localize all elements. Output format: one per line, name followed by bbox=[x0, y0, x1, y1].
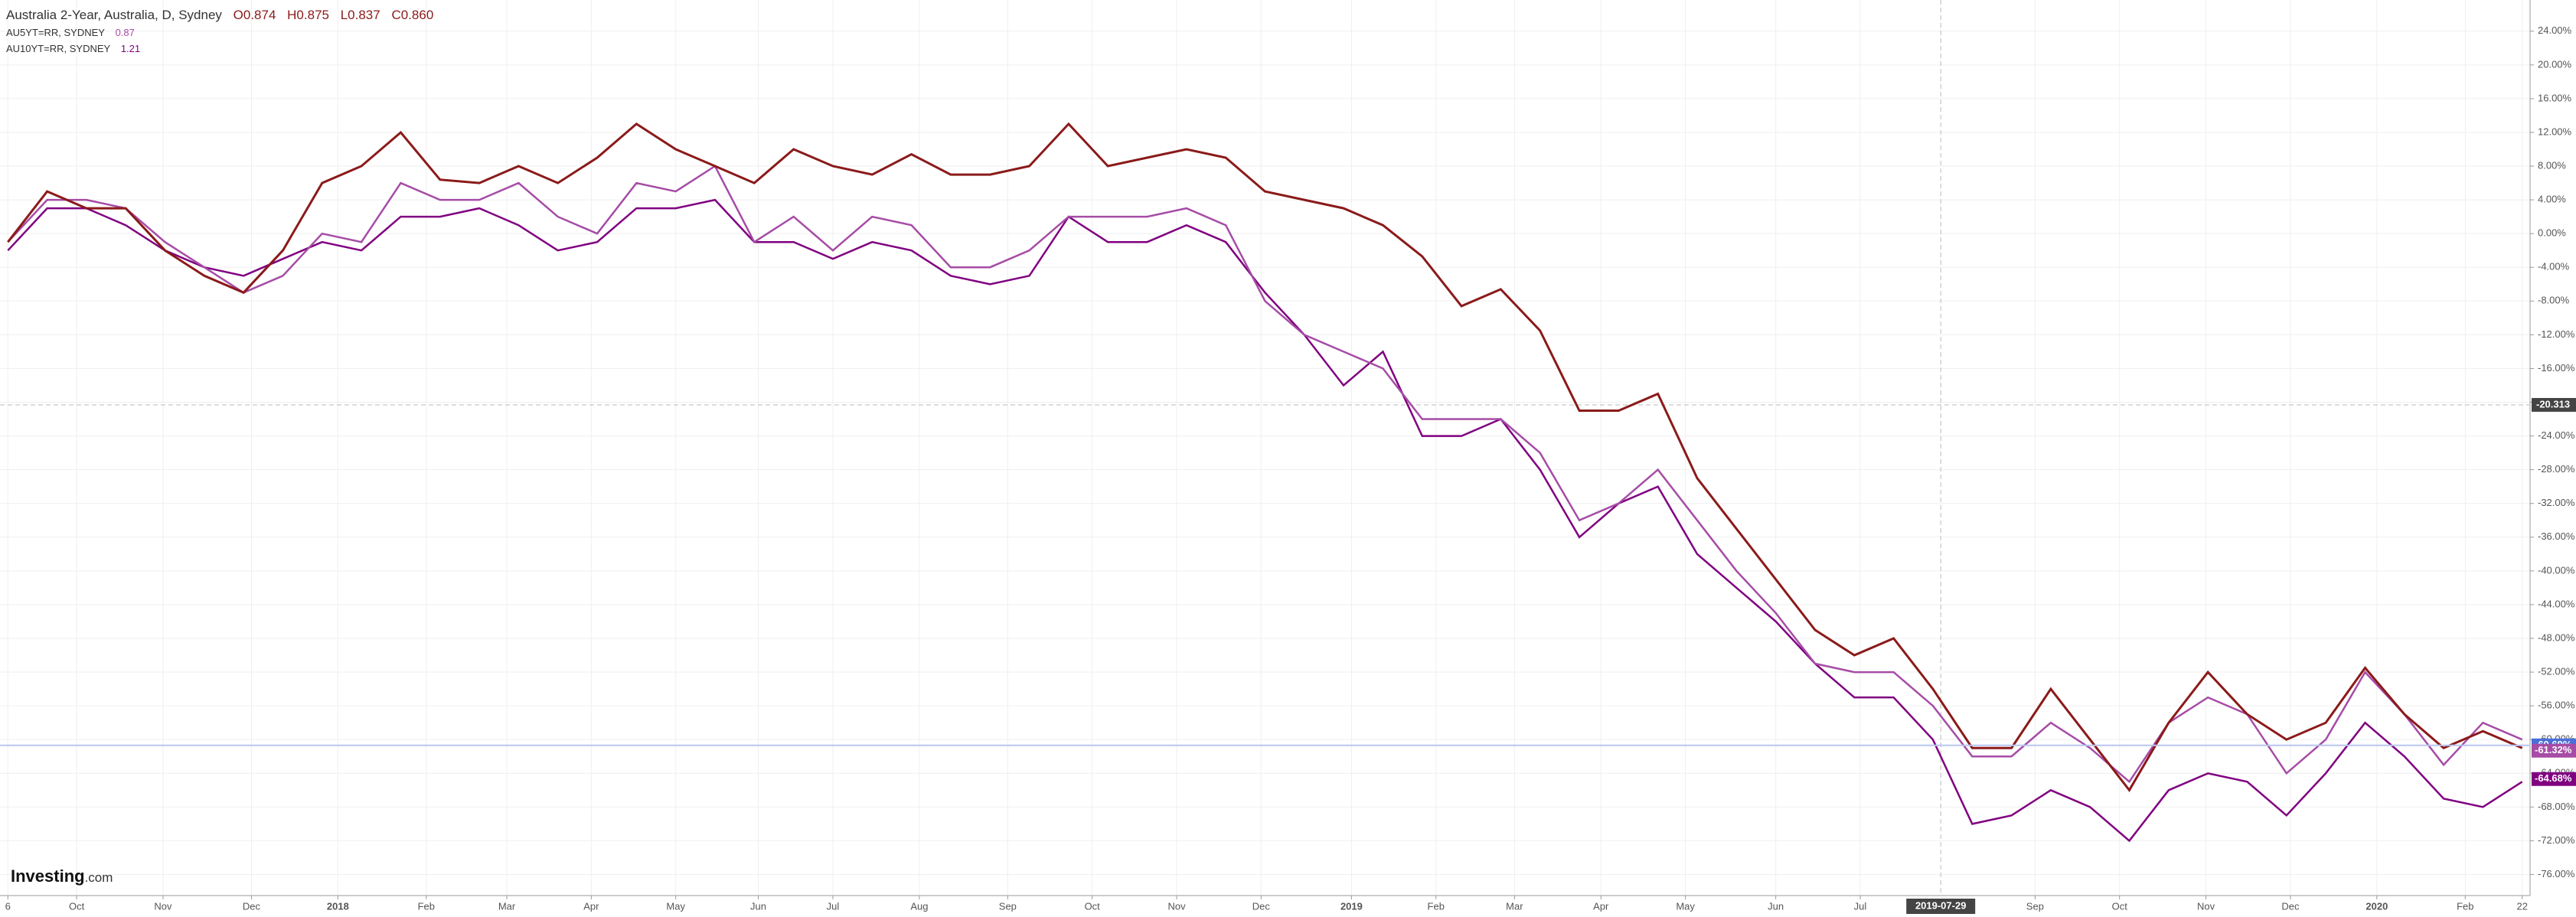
x-tick-label: Feb bbox=[2457, 900, 2473, 912]
y-tick-label: -68.00% bbox=[2538, 801, 2575, 812]
y-tick-label: 4.00% bbox=[2538, 194, 2566, 205]
crosshair-x-box bbox=[1906, 899, 1976, 914]
x-tick-label: Feb bbox=[1428, 900, 1445, 912]
x-tick-label: Oct bbox=[1085, 900, 1101, 912]
x-tick-label: Apr bbox=[583, 900, 599, 912]
x-tick-label: 2020 bbox=[2365, 900, 2388, 912]
ohlc: L0.837 bbox=[340, 8, 380, 22]
series-line bbox=[7, 122, 2523, 792]
ohlc: H0.875 bbox=[287, 8, 329, 22]
y-tick-label: -76.00% bbox=[2538, 868, 2575, 879]
last-value-box bbox=[2532, 743, 2576, 758]
y-tick-label: -16.00% bbox=[2538, 362, 2575, 374]
y-tick-label: -40.00% bbox=[2538, 564, 2575, 576]
y-tick-label: 12.00% bbox=[2538, 126, 2572, 137]
x-tick-label: 22 bbox=[2517, 900, 2528, 912]
x-tick-label: Sep bbox=[999, 900, 1017, 912]
last-value-label: -61.32% bbox=[2535, 744, 2572, 755]
x-tick-label: Mar bbox=[498, 900, 516, 912]
y-tick-label: 0.00% bbox=[2538, 227, 2566, 239]
ohlc: O0.874 bbox=[233, 8, 276, 22]
x-tick-label: Jun bbox=[750, 900, 766, 912]
legend-item: AU5YT=RR, SYDNEY 0.87 bbox=[6, 27, 142, 38]
logo-brand: Investing bbox=[11, 866, 85, 886]
x-tick-label: Mar bbox=[1506, 900, 1523, 912]
x-tick-label: Jul bbox=[827, 900, 840, 912]
x-tick-label: Jul bbox=[1854, 900, 1867, 912]
y-tick-label: -12.00% bbox=[2538, 328, 2575, 340]
x-tick-label: Dec bbox=[2281, 900, 2300, 912]
x-tick-label: 6 bbox=[5, 900, 11, 912]
series-value: 1.21 bbox=[120, 43, 141, 54]
y-tick-label: -72.00% bbox=[2538, 834, 2575, 846]
x-tick-label: Nov bbox=[154, 900, 172, 912]
y-tick-label: -52.00% bbox=[2538, 665, 2575, 677]
y-tick-label: -36.00% bbox=[2538, 530, 2575, 542]
x-tick-label: Aug bbox=[910, 900, 928, 912]
crosshair-y-box bbox=[2532, 397, 2576, 412]
x-tick-label: 2018 bbox=[327, 900, 349, 912]
crosshair-x-label: 2019-07-29 bbox=[1915, 899, 1967, 911]
x-tick-label: Nov bbox=[2197, 900, 2215, 912]
y-tick-label: -56.00% bbox=[2538, 700, 2575, 711]
x-tick-label: Jun bbox=[1768, 900, 1784, 912]
last-value-box bbox=[2532, 772, 2576, 786]
y-tick-label: -28.00% bbox=[2538, 463, 2575, 475]
y-tick-label: 8.00% bbox=[2538, 159, 2566, 171]
y-tick-label: -4.00% bbox=[2538, 261, 2570, 272]
legend-main: Australia 2-Year, Australia, D, Sydney O… bbox=[6, 8, 441, 23]
y-tick-label: 24.00% bbox=[2538, 24, 2572, 36]
logo: Investing.com bbox=[11, 866, 113, 886]
x-tick-label: May bbox=[666, 900, 685, 912]
ohlc: C0.860 bbox=[391, 8, 434, 22]
x-tick-label: Dec bbox=[1252, 900, 1271, 912]
x-tick-label: 2019 bbox=[1340, 900, 1363, 912]
series-name: Australia 2-Year, Australia, D, Sydney bbox=[6, 8, 222, 22]
series-value: 0.87 bbox=[115, 27, 135, 38]
series-line bbox=[7, 165, 2523, 784]
x-tick-label: May bbox=[1676, 900, 1695, 912]
y-tick-label: -8.00% bbox=[2538, 295, 2570, 306]
y-tick-label: -24.00% bbox=[2538, 429, 2575, 441]
y-tick-label: 16.00% bbox=[2538, 92, 2572, 103]
series-line bbox=[7, 198, 2523, 843]
series-name: AU5YT=RR, SYDNEY bbox=[6, 27, 105, 38]
x-tick-label: Oct bbox=[69, 900, 85, 912]
x-tick-label: Apr bbox=[1593, 900, 1609, 912]
series-name: AU10YT=RR, SYDNEY bbox=[6, 43, 111, 54]
x-tick-label: Oct bbox=[2112, 900, 2128, 912]
logo-suffix: .com bbox=[84, 870, 113, 885]
last-value-label: -64.68% bbox=[2535, 772, 2572, 784]
legend-item: AU10YT=RR, SYDNEY 1.21 bbox=[6, 43, 148, 54]
x-tick-label: Feb bbox=[418, 900, 435, 912]
y-tick-label: 20.00% bbox=[2538, 58, 2572, 70]
y-tick-label: -44.00% bbox=[2538, 598, 2575, 609]
y-tick-label: -48.00% bbox=[2538, 631, 2575, 643]
crosshair-y-label: -20.313 bbox=[2536, 398, 2570, 410]
x-tick-label: Nov bbox=[1167, 900, 1186, 912]
x-tick-label: Dec bbox=[243, 900, 261, 912]
y-tick-label: -32.00% bbox=[2538, 497, 2575, 508]
x-tick-label: Sep bbox=[2026, 900, 2044, 912]
